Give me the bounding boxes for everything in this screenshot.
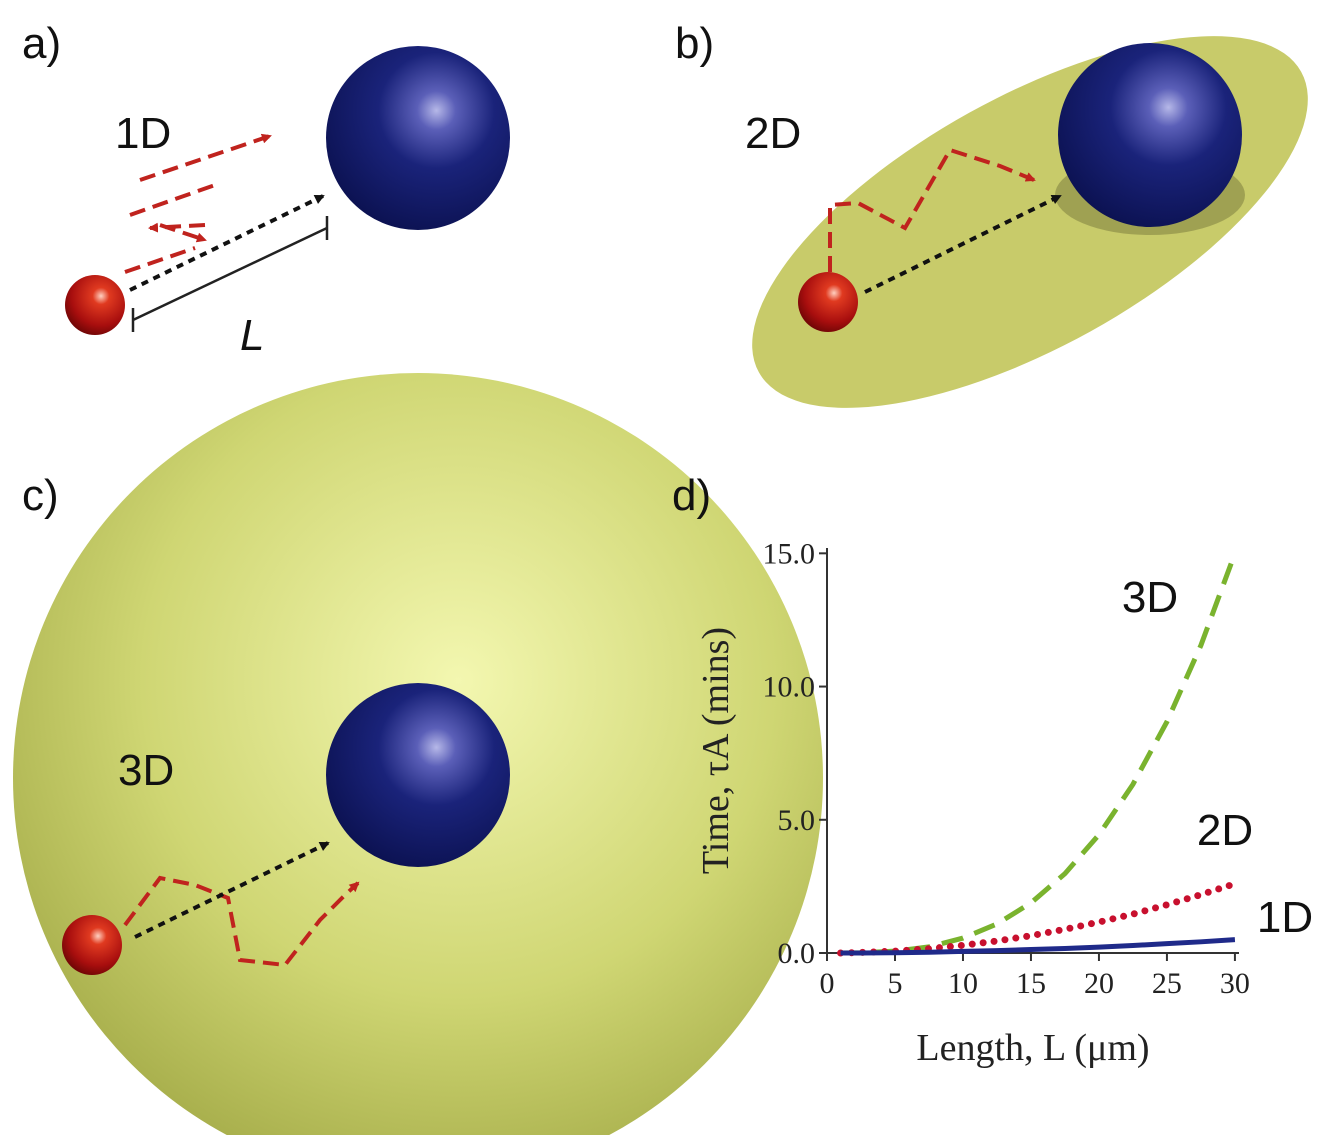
series-label: 2D [1197,806,1253,855]
x-tick-label: 0 [820,967,835,1000]
y-tick-label: 0.0 [778,937,816,970]
series-label: 1D [1257,893,1313,942]
target-sphere [1058,43,1242,227]
y-tick-label: 5.0 [778,804,816,837]
panel-b: b) 2D [675,0,1324,482]
plane [698,0,1324,482]
panel-label: a) [22,19,61,68]
x-tick-label: 25 [1152,967,1182,1000]
panel-label: d) [672,471,711,520]
panel-label: b) [675,19,714,68]
x-tick-label: 10 [948,967,978,1000]
distance-label: L [240,311,264,360]
x-tick-label: 20 [1084,967,1114,1000]
searcher-sphere [65,275,125,335]
panel-label: c) [22,471,59,520]
target-sphere [326,46,510,230]
series-line [841,940,1235,953]
searcher-sphere [798,272,858,332]
y-tick-label: 10.0 [763,671,816,704]
page: {"panels": [ {"label": "a)", "dimension"… [0,0,1324,1135]
target-sphere [326,683,510,867]
figure: a) 1D L b) 2D c) 3D [0,0,1324,1135]
searcher-sphere [62,915,122,975]
x-tick-label: 15 [1016,967,1046,1000]
y-axis-label: Time, τA (mins) [695,627,737,874]
distance-bar [133,216,327,332]
dimension-label: 1D [115,109,171,158]
dimension-label: 3D [118,746,174,795]
x-axis-label: Length, L (μm) [916,1027,1149,1069]
series-label: 3D [1122,573,1178,622]
y-tick-label: 15.0 [763,537,816,570]
x-tick-label: 30 [1220,967,1250,1000]
x-tick-label: 5 [887,967,902,1000]
dimension-label: 2D [745,109,801,158]
panel-a: a) 1D L [22,19,510,360]
